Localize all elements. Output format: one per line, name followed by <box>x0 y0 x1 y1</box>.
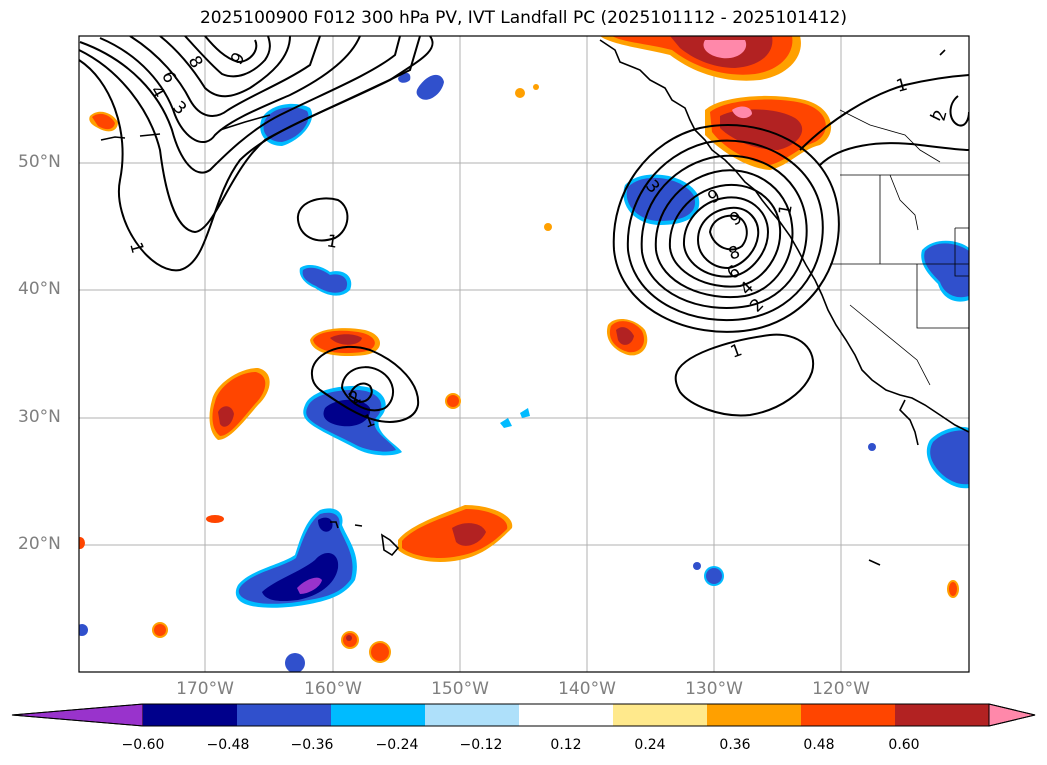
colorbar-tick: −0.12 <box>459 737 503 753</box>
colorbar-outline <box>11 703 1036 727</box>
lon-label-140w: 140°W <box>558 679 616 699</box>
colorbar <box>11 703 1036 727</box>
colorbar-tick: 0.12 <box>550 737 582 753</box>
colorbar-tick: 0.48 <box>803 737 835 753</box>
colorbar-extend-min <box>11 703 144 727</box>
colorbar-tick: 0.24 <box>634 737 666 753</box>
lon-label-150w: 150°W <box>431 679 489 699</box>
colorbar-tick: −0.48 <box>206 737 250 753</box>
map-title: 2025100900 F012 300 hPa PV, IVT Landfall… <box>199 8 847 28</box>
positive-pv-anomalies <box>79 36 959 663</box>
map-frame <box>78 35 970 673</box>
colorbar-tick: 0.60 <box>888 737 920 753</box>
lon-label-130w: 130°W <box>685 679 743 699</box>
contour-label: 1 <box>125 240 147 256</box>
lon-label-120w: 120°W <box>812 679 870 699</box>
lon-label-170w: 170°W <box>176 679 234 699</box>
pv-contours <box>79 36 969 423</box>
colorbar-swatch <box>519 704 613 726</box>
colorbar-swatch <box>613 704 707 726</box>
colorbar-swatch <box>895 704 989 726</box>
colorbar-extend-max <box>988 703 1036 727</box>
colorbar-swatch <box>331 704 425 726</box>
colorbar-tick: 0.36 <box>719 737 751 753</box>
colorbar-swatch <box>425 704 519 726</box>
colorbar-swatch <box>801 704 895 726</box>
contour-label: 2 <box>930 108 952 124</box>
colorbar-tick: −0.60 <box>121 737 165 753</box>
lon-label-160w: 160°W <box>304 679 362 699</box>
colorbar-tick: −0.36 <box>290 737 334 753</box>
colorbar-swatch <box>143 704 237 726</box>
colorbar-tick: −0.24 <box>375 737 419 753</box>
contour-label: 1 <box>325 231 339 253</box>
lat-label-30n: 30°N <box>18 407 61 427</box>
lat-label-40n: 40°N <box>18 279 61 299</box>
negative-pv-anomalies <box>79 72 969 672</box>
lat-label-50n: 50°N <box>18 152 61 172</box>
contour-label: 1 <box>775 203 797 217</box>
colorbar-swatch <box>707 704 801 726</box>
contour-label: 1 <box>894 75 910 97</box>
colorbar-swatch <box>237 704 331 726</box>
state-borders <box>830 109 969 386</box>
lat-label-20n: 20°N <box>18 534 61 554</box>
